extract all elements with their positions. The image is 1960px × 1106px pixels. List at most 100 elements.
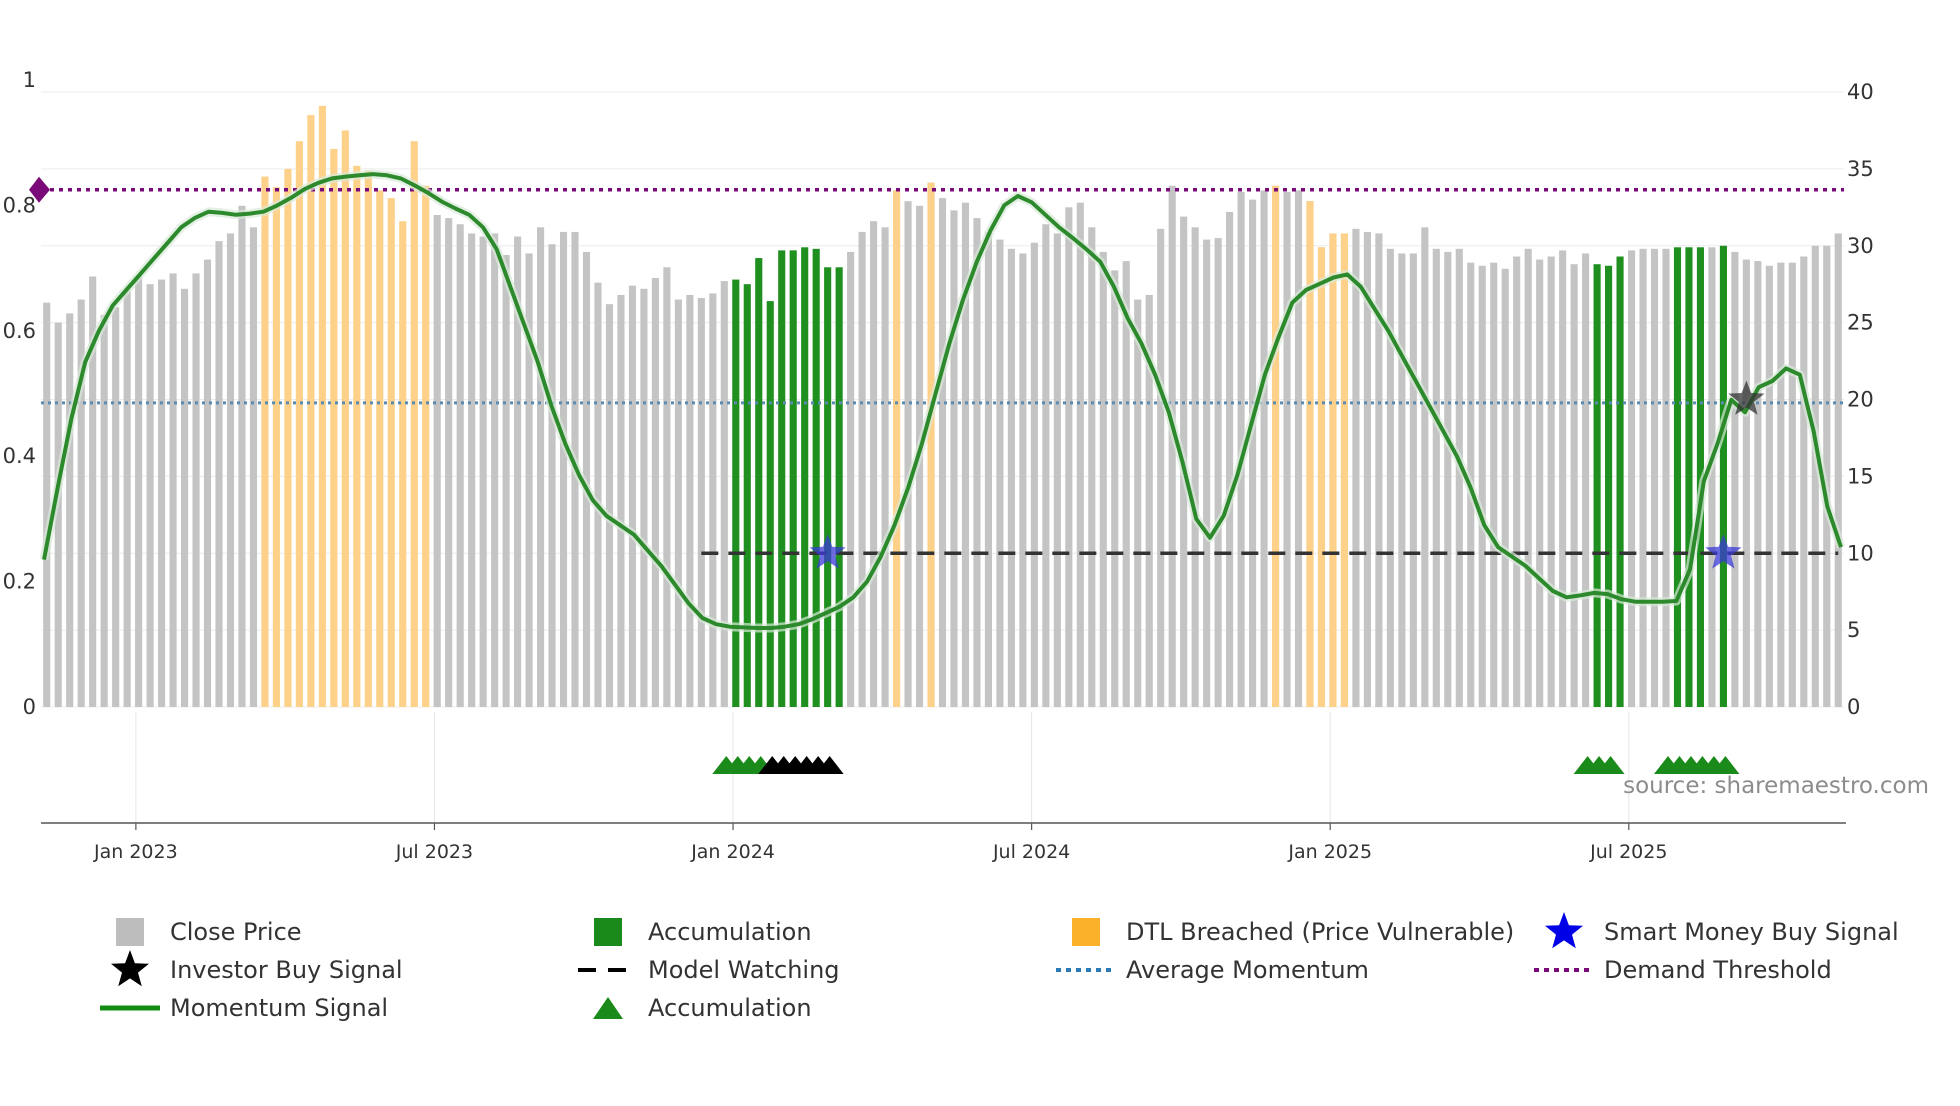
bar-close xyxy=(858,231,866,707)
bar-close xyxy=(709,293,717,707)
right-axis-tick-label: 35 xyxy=(1847,157,1874,181)
bar-acc xyxy=(778,250,786,708)
bar-close xyxy=(100,314,108,707)
bar-close xyxy=(961,202,970,707)
bar-close xyxy=(1260,190,1268,707)
legend-label: Accumulation xyxy=(648,918,812,946)
bar-close xyxy=(468,233,476,707)
bar-close xyxy=(1627,250,1636,708)
bar-close xyxy=(1352,228,1360,707)
date-tick-label: Jan 2025 xyxy=(1287,841,1372,863)
bar-dtl xyxy=(1271,185,1280,708)
bar-dtl xyxy=(376,190,384,707)
legend-label: Average Momentum xyxy=(1126,956,1369,984)
source-label: source: sharemaestro.com xyxy=(1623,773,1929,799)
bar-close xyxy=(1042,224,1050,707)
bar-close xyxy=(249,227,258,708)
bar-acc xyxy=(732,279,740,707)
bar-dtl xyxy=(295,141,303,707)
bar-close xyxy=(433,215,441,707)
bar-close xyxy=(651,278,659,707)
bar-close xyxy=(1099,251,1107,707)
bar-close xyxy=(1444,251,1452,707)
bar-close xyxy=(973,218,981,707)
right-axis-tick-label: 0 xyxy=(1847,695,1860,719)
accumulation-triangle xyxy=(1711,756,1740,774)
bar-close xyxy=(1226,211,1234,708)
right-axis-tick-label: 10 xyxy=(1847,541,1874,565)
bar-close xyxy=(491,233,499,707)
bar-acc xyxy=(1593,264,1601,707)
bar-acc xyxy=(1696,247,1705,707)
bar-dtl xyxy=(364,170,372,708)
bar-dtl xyxy=(261,176,269,707)
bar-close xyxy=(1065,207,1073,707)
smart-money-buy-star xyxy=(1705,534,1742,569)
bar-close xyxy=(66,313,74,707)
legend-item: Close Price xyxy=(116,918,302,946)
bar-dtl xyxy=(284,168,292,707)
bar-close xyxy=(135,276,143,707)
bar-acc xyxy=(755,258,763,707)
bar-close xyxy=(192,273,200,707)
bar-close xyxy=(203,259,212,707)
bar-close xyxy=(1030,242,1038,708)
bar-close xyxy=(594,282,602,707)
legend-swatch xyxy=(1072,918,1100,946)
date-tick-label: Jul 2025 xyxy=(1589,841,1667,863)
legend-item: Model Watching xyxy=(578,956,840,984)
right-axis-tick-label: 40 xyxy=(1847,80,1874,104)
bar-dtl xyxy=(927,182,935,707)
bar-acc xyxy=(766,301,774,707)
bar-close xyxy=(77,299,85,707)
bar-close xyxy=(1111,270,1119,707)
bar-close xyxy=(674,299,682,707)
legend: Close Price Accumulation DTL Breached (Pri… xyxy=(100,912,1899,1022)
right-axis-tick-label: 20 xyxy=(1847,388,1874,412)
bar-dtl xyxy=(341,130,349,707)
bar-close xyxy=(1788,262,1796,707)
left-axis-tick-label: 1 xyxy=(23,68,36,92)
legend-label: Model Watching xyxy=(648,956,840,984)
date-tick-label: Jul 2024 xyxy=(992,841,1070,863)
bar-close xyxy=(123,290,131,707)
bar-close xyxy=(847,251,855,707)
left-axis-tick-label: 0.6 xyxy=(3,319,36,343)
bar-close xyxy=(1019,253,1027,707)
bar-close xyxy=(169,273,177,707)
bar-close xyxy=(89,276,97,707)
legend-item: Smart Money Buy Signal xyxy=(1545,912,1899,949)
bar-close xyxy=(1834,233,1842,707)
bar-acc xyxy=(1719,245,1727,707)
bar-close xyxy=(1409,253,1417,707)
bar-close xyxy=(112,307,120,707)
legend-item: Momentum Signal xyxy=(100,994,388,1022)
bar-close xyxy=(605,304,614,707)
price-bars xyxy=(43,105,1842,708)
bar-close xyxy=(548,244,556,707)
bar-close xyxy=(238,205,246,707)
smart-money-buy-star xyxy=(809,534,846,569)
bar-dtl xyxy=(307,115,315,707)
bar-close xyxy=(996,239,1004,707)
bar-close xyxy=(640,288,648,707)
bar-acc xyxy=(789,250,797,708)
bar-close xyxy=(1249,199,1257,707)
bar-close xyxy=(1650,248,1659,707)
indicator-lines xyxy=(29,169,1846,633)
legend-triangle-icon xyxy=(593,997,623,1019)
bar-dtl xyxy=(387,198,395,707)
bar-close xyxy=(1513,256,1521,707)
left-axis-tick-label: 0.2 xyxy=(3,570,36,594)
legend-label: Accumulation xyxy=(648,994,812,1022)
momentum-signal-line xyxy=(42,172,1843,630)
bar-close xyxy=(158,279,166,707)
bar-close xyxy=(54,322,62,707)
bar-close xyxy=(628,285,636,707)
bar-close xyxy=(686,294,694,707)
bar-close xyxy=(1765,265,1773,707)
legend-star-icon xyxy=(1545,912,1583,949)
bar-close xyxy=(445,218,453,707)
bar-dtl xyxy=(893,190,901,707)
